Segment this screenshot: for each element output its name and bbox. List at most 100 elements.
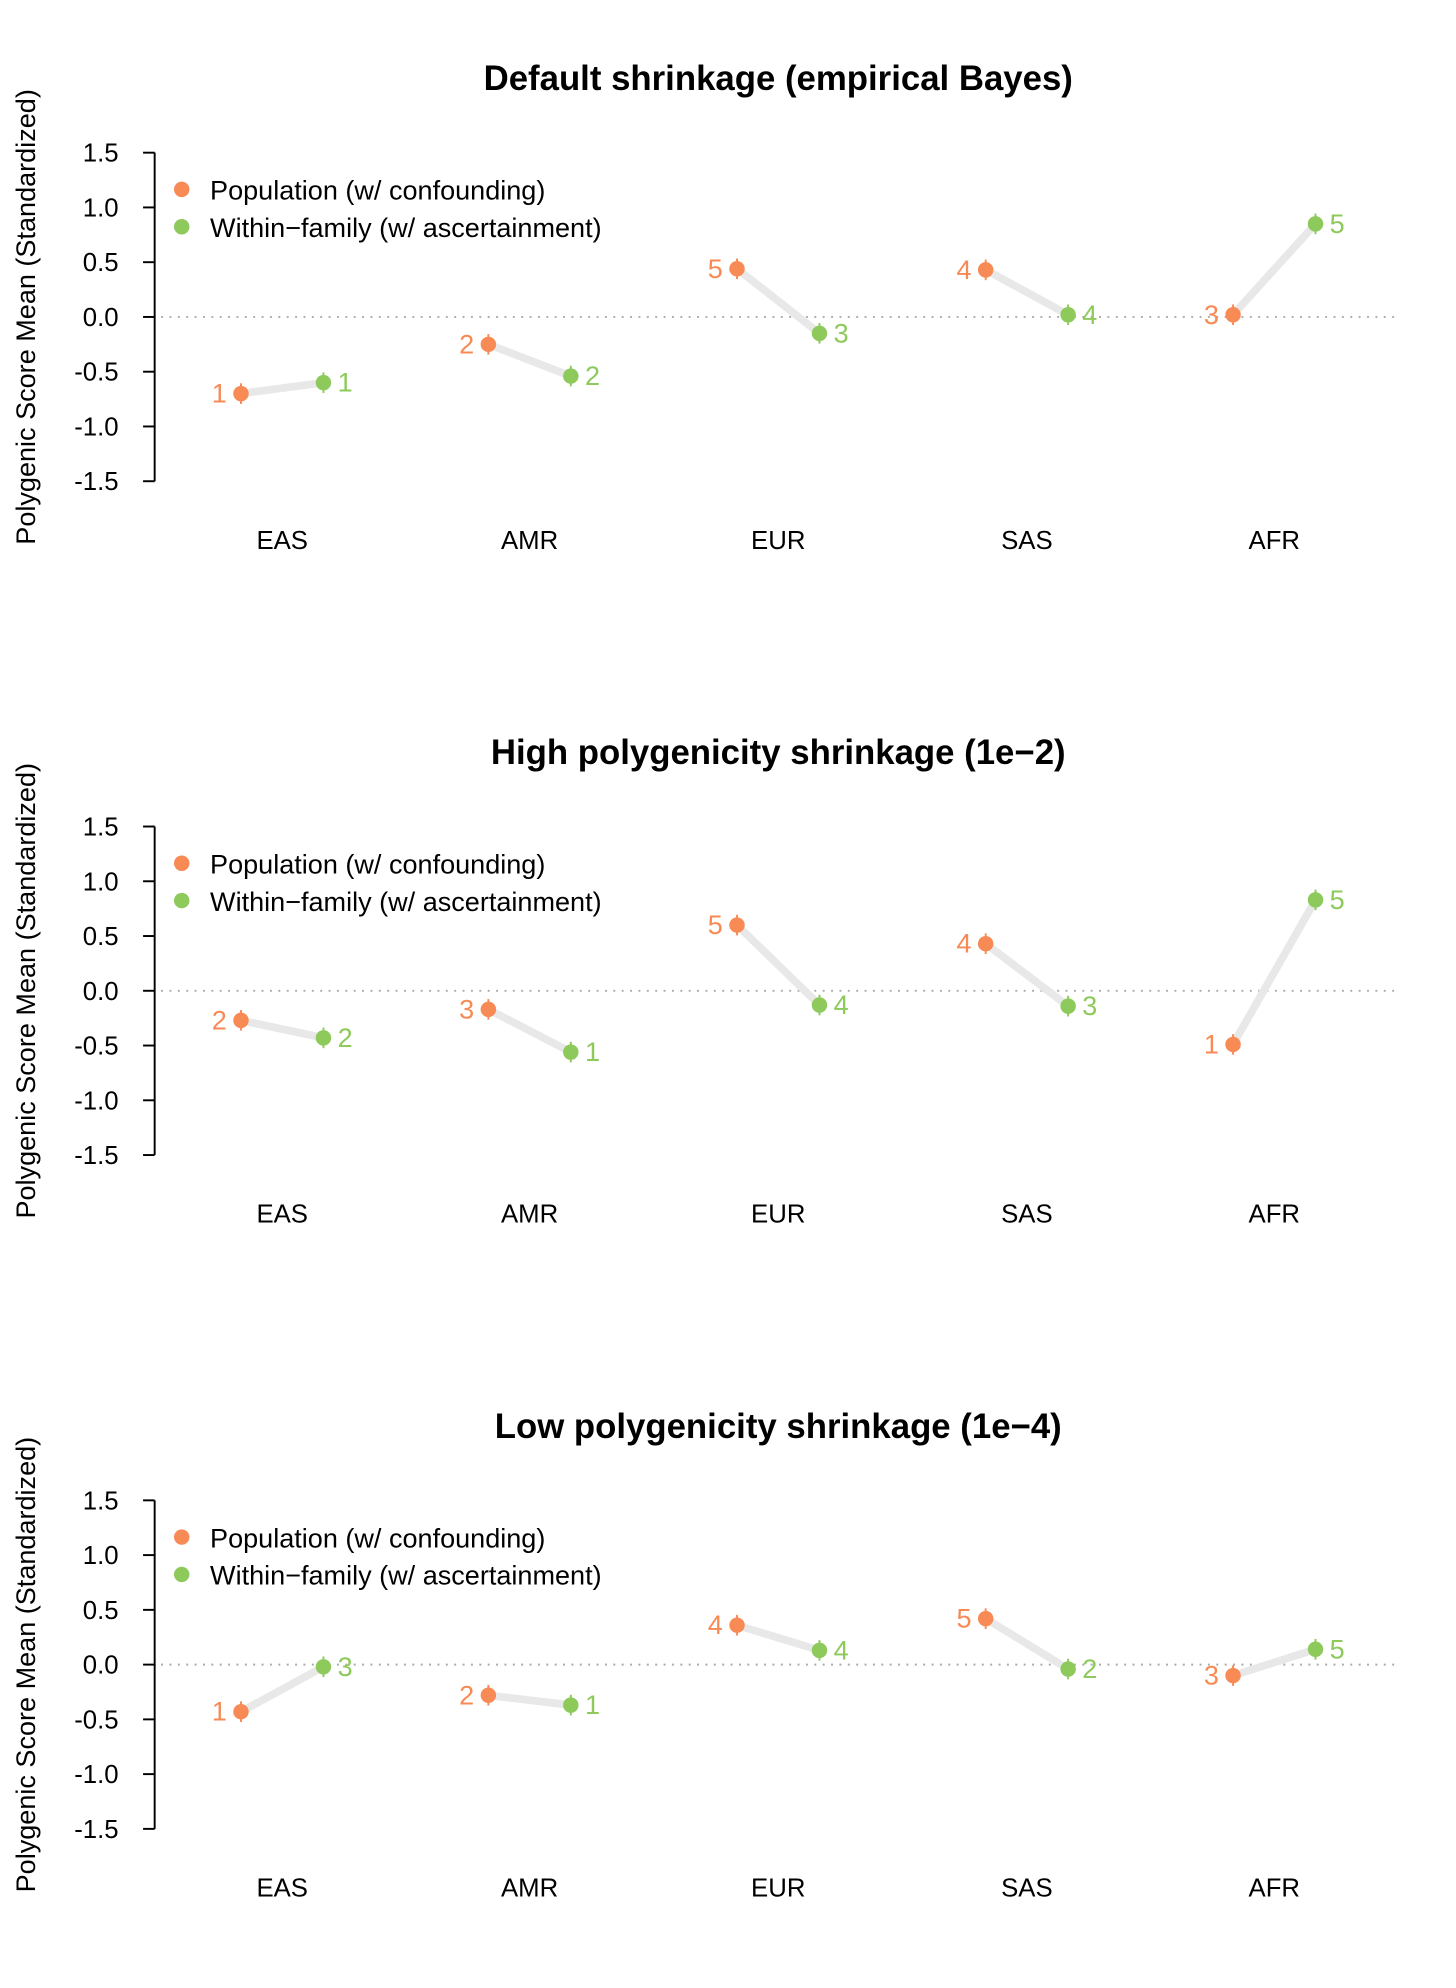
y-tick-label: 0.0 xyxy=(83,1652,119,1680)
point-within-family xyxy=(315,1659,332,1675)
connector-line xyxy=(484,1005,575,1056)
rank-label-population: 3 xyxy=(1204,1661,1219,1691)
rank-label-population: 1 xyxy=(1204,1029,1219,1059)
x-tick-label: AFR xyxy=(1249,1875,1301,1903)
x-tick-label: EUR xyxy=(751,527,805,555)
point-population xyxy=(233,385,249,402)
connector-line xyxy=(733,264,824,338)
point-within-family xyxy=(1307,1641,1324,1658)
legend-label-population: Population (w/ confounding) xyxy=(210,850,545,880)
y-tick-label: -1.0 xyxy=(74,1761,118,1789)
y-tick-label: 1.5 xyxy=(83,140,119,168)
rank-label-within-family: 5 xyxy=(1330,209,1345,239)
x-tick-label: AFR xyxy=(1249,527,1301,555)
rank-label-within-family: 1 xyxy=(585,1690,600,1720)
y-tick-label: 1.0 xyxy=(83,868,119,896)
rank-label-within-family: 2 xyxy=(585,361,600,391)
point-population xyxy=(233,1703,249,1720)
point-within-family xyxy=(315,374,332,391)
point-within-family xyxy=(563,1697,579,1713)
y-tick-label: 1.5 xyxy=(83,814,119,842)
chart-title: High polygenicity shrinkage (1e−2) xyxy=(491,734,1066,772)
y-tick-label: -1.5 xyxy=(74,1816,118,1844)
rank-label-population: 4 xyxy=(956,255,971,285)
point-population xyxy=(480,336,497,353)
legend: Population (w/ confounding) Within−family… xyxy=(173,176,602,243)
point-population xyxy=(1225,307,1241,323)
y-tick-label: 0.5 xyxy=(83,1597,119,1625)
rank-label-within-family: 4 xyxy=(834,1635,849,1665)
x-tick-label: EUR xyxy=(751,1875,805,1903)
chart-panel-3: Low polygenicity shrinkage (1e−4) Polygen… xyxy=(11,1408,1398,1903)
y-tick-label: 0.0 xyxy=(83,978,119,1006)
legend-marker-within-family xyxy=(173,219,190,235)
rank-label-population: 5 xyxy=(708,910,723,940)
rank-label-within-family: 1 xyxy=(338,368,353,398)
chart-panel-1: Default shrinkage (empirical Bayes) Polyg… xyxy=(11,60,1398,555)
rank-label-population: 1 xyxy=(212,1697,227,1727)
point-within-family xyxy=(563,1044,579,1060)
x-tick-label: AMR xyxy=(501,1875,558,1903)
point-population xyxy=(977,262,994,278)
point-within-family xyxy=(563,368,579,384)
rank-label-population: 3 xyxy=(1204,300,1219,330)
chart-panel-2: High polygenicity shrinkage (1e−2) Polyge… xyxy=(11,734,1398,1229)
point-population xyxy=(480,1001,497,1018)
connector-line xyxy=(981,1614,1073,1673)
y-tick-label: 0.5 xyxy=(83,923,119,951)
x-tick-label: SAS xyxy=(1001,527,1053,555)
point-population xyxy=(480,1687,497,1704)
x-tick-label: SAS xyxy=(1001,1201,1053,1229)
legend-marker-within-family xyxy=(173,892,190,909)
rank-label-population: 5 xyxy=(708,254,723,284)
point-population xyxy=(977,935,994,952)
y-tick-label: 1.0 xyxy=(83,1542,119,1570)
legend-label-within-family: Within−family (w/ ascertainment) xyxy=(210,887,602,917)
point-within-family xyxy=(1060,307,1076,323)
y-axis-label: Polygenic Score Mean (Standardized) xyxy=(11,89,41,545)
legend-label-within-family: Within−family (w/ ascertainment) xyxy=(210,1561,602,1591)
rank-label-population: 3 xyxy=(459,994,474,1024)
legend: Population (w/ confounding) Within−family… xyxy=(173,1523,602,1591)
connector-line xyxy=(733,921,824,1009)
connector-line xyxy=(981,265,1073,319)
y-tick-label: 0.0 xyxy=(83,304,119,332)
connector-line xyxy=(981,939,1073,1010)
point-within-family xyxy=(1307,216,1324,232)
y-tick-label: -1.5 xyxy=(74,1142,118,1170)
point-population xyxy=(233,1012,249,1029)
connector-line xyxy=(733,1621,824,1655)
legend-marker-population xyxy=(173,855,190,871)
legend-marker-population xyxy=(173,1529,190,1545)
connector-line xyxy=(484,340,575,380)
y-tick-label: 1.5 xyxy=(83,1487,119,1515)
y-tick-label: -1.5 xyxy=(74,468,118,496)
rank-label-within-family: 5 xyxy=(1330,1634,1345,1664)
point-within-family xyxy=(315,1030,332,1046)
rank-label-within-family: 3 xyxy=(338,1652,353,1682)
point-population xyxy=(729,1617,745,1633)
point-population xyxy=(1225,1036,1241,1053)
rank-label-within-family: 4 xyxy=(834,990,849,1020)
point-within-family xyxy=(1307,892,1324,908)
rank-label-population: 4 xyxy=(708,1610,723,1640)
rank-label-population: 5 xyxy=(956,1604,971,1634)
point-within-family xyxy=(811,997,828,1013)
point-within-family xyxy=(811,325,828,342)
y-tick-label: -1.0 xyxy=(74,1087,118,1115)
y-tick-label: 0.5 xyxy=(83,249,119,277)
rank-label-population: 1 xyxy=(212,379,227,409)
x-tick-label: SAS xyxy=(1001,1875,1053,1903)
y-tick-label: -0.5 xyxy=(74,1706,118,1734)
x-tick-label: AFR xyxy=(1249,1201,1301,1229)
legend: Population (w/ confounding) Within−family… xyxy=(173,850,602,917)
connector-line xyxy=(1229,1645,1320,1680)
point-population xyxy=(1225,1667,1241,1684)
x-tick-label: EAS xyxy=(256,527,308,555)
connector-line xyxy=(484,1691,575,1709)
rank-label-within-family: 1 xyxy=(585,1037,600,1067)
point-within-family xyxy=(811,1642,828,1659)
point-within-family xyxy=(1060,998,1076,1014)
x-tick-label: EUR xyxy=(751,1201,805,1229)
legend-label-within-family: Within−family (w/ ascertainment) xyxy=(210,213,602,243)
